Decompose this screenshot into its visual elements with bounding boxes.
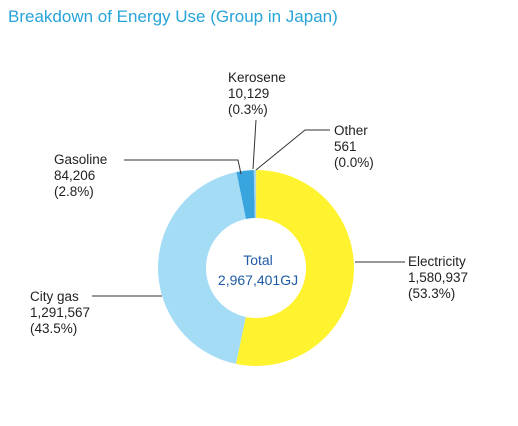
slice-city-gas (158, 171, 247, 364)
leader-line-kerosene (252, 119, 257, 170)
label-electricity: Electricity 1,580,937 (53.3%) (408, 254, 468, 302)
label-other: Other 561 (0.0%) (334, 123, 374, 171)
center-total-label: Total (243, 252, 273, 268)
center-total: Total 2,967,401GJ (195, 250, 321, 290)
slice-percent-electricity: (53.3%) (408, 286, 456, 301)
slice-value-gasoline: 84,206 (54, 168, 96, 183)
slice-percent-city-gas: (43.5%) (30, 321, 78, 336)
slice-value-electricity: 1,580,937 (408, 270, 469, 285)
slice-percent-gasoline: (2.8%) (54, 184, 94, 199)
slice-name-other: Other (334, 123, 368, 138)
slice-electricity (235, 170, 354, 366)
label-city-gas: City gas 1,291,567 (43.5%) (30, 289, 90, 337)
slice-name-electricity: Electricity (408, 254, 466, 269)
slice-value-city-gas: 1,291,567 (30, 305, 91, 320)
slice-name-gasoline: Gasoline (54, 152, 108, 167)
slice-percent-other: (0.0%) (334, 155, 374, 170)
leader-line-other (255, 129, 330, 171)
slice-percent-kerosene: (0.3%) (228, 102, 268, 117)
slice-value-other: 561 (334, 139, 357, 154)
slice-gasoline (236, 170, 255, 220)
chart-title: Breakdown of Energy Use (Group in Japan) (8, 7, 338, 26)
slice-name-kerosene: Kerosene (228, 70, 286, 85)
slice-value-kerosene: 10,129 (228, 86, 270, 101)
center-total-value: 2,967,401GJ (217, 272, 299, 288)
leader-line-gasoline (124, 159, 242, 175)
label-kerosene: Kerosene 10,129 (0.3%) (228, 70, 286, 118)
label-gasoline: Gasoline 84,206 (2.8%) (54, 152, 107, 200)
slice-name-city-gas: City gas (30, 289, 79, 304)
slice-kerosene (253, 170, 256, 219)
